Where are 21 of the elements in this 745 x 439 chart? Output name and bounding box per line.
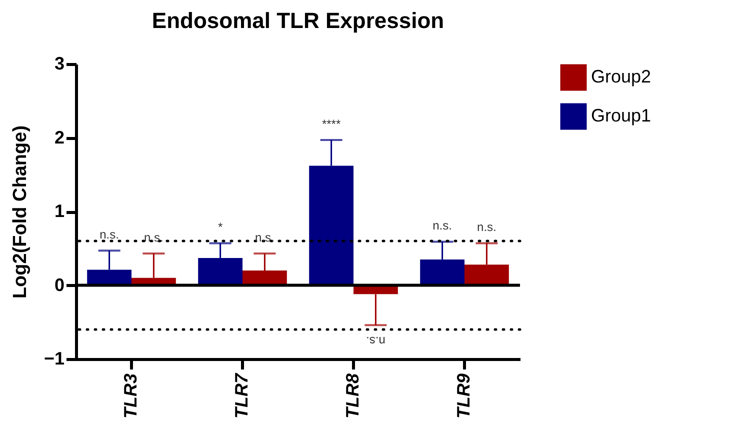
- y-axis-title: Log2(Fold Change): [10, 125, 31, 299]
- legend-label: Group1: [591, 106, 652, 126]
- y-tick-label: 2: [54, 127, 64, 148]
- y-tick-label: 3: [54, 54, 64, 74]
- annotation: n.s.: [100, 228, 119, 242]
- annotation: *: [218, 220, 223, 234]
- annotation: n.s.: [255, 230, 274, 245]
- annotation: n.s.: [366, 334, 386, 348]
- annotation: n.s.: [477, 220, 496, 234]
- annotation: n.s.: [144, 230, 164, 245]
- annotation: ****: [322, 116, 341, 131]
- y-tick-label: 0: [54, 274, 64, 295]
- legend-label: Group2: [591, 66, 652, 86]
- y-tick-label: −1: [44, 348, 64, 368]
- annotation: n.s.: [432, 218, 452, 233]
- x-tick-label: TLR9: [454, 374, 474, 418]
- x-tick-label: TLR8: [342, 374, 362, 418]
- chart-title: Endosomal TLR Expression: [152, 8, 444, 33]
- y-tick-label: 1: [54, 201, 64, 221]
- x-tick-label: TLR7: [232, 372, 252, 418]
- x-tick-label: TLR3: [120, 374, 140, 418]
